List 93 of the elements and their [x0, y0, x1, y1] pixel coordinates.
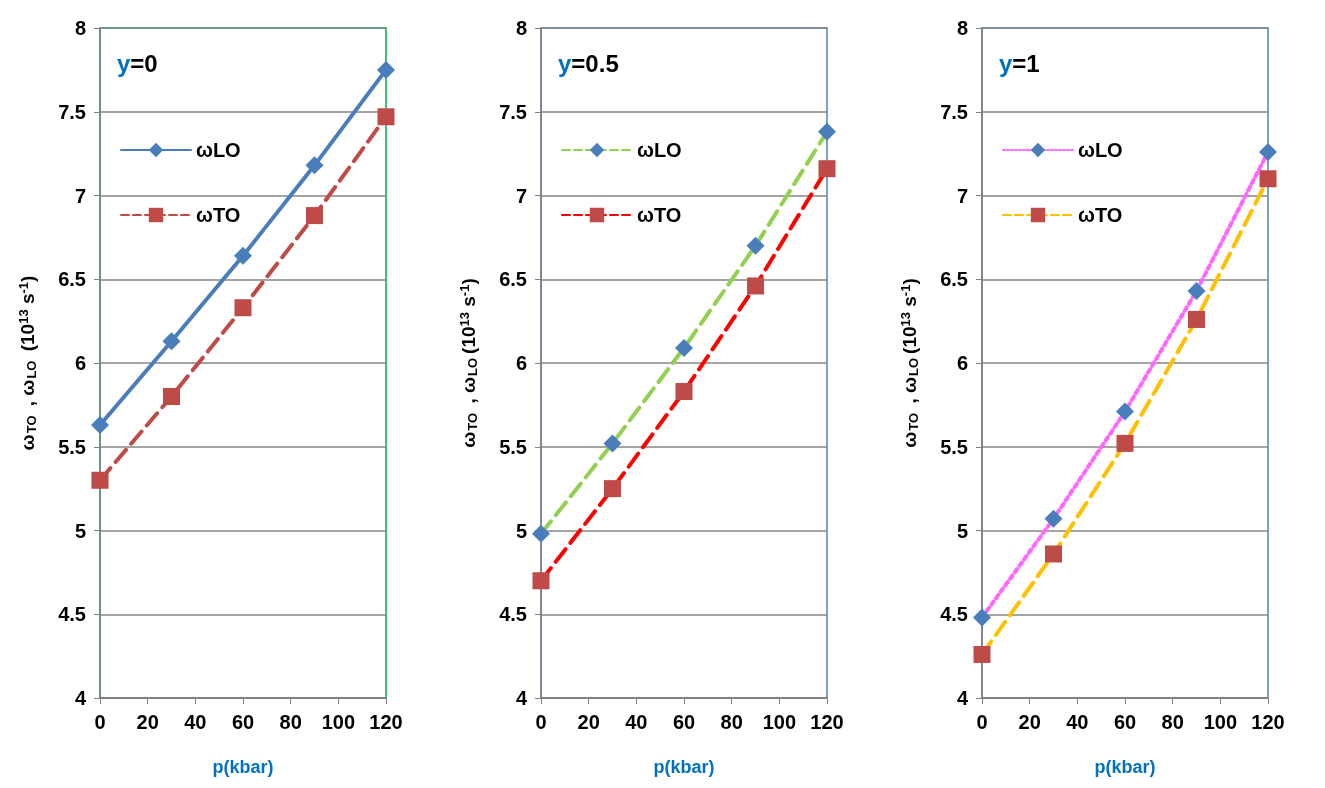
y-tick-label: 6.5: [499, 268, 527, 291]
y-tick-label: 8: [956, 17, 968, 39]
point: [377, 108, 395, 126]
text: ωTO , ωLO(1013 s-1): [457, 278, 480, 448]
x-tick-label: 100: [762, 711, 797, 733]
text: y=1: [999, 49, 1040, 77]
y-tick-label: 4: [74, 687, 87, 709]
y-tick-label: 7: [956, 184, 968, 207]
y-tick-label: 6: [515, 352, 527, 374]
y-tick-label: 5: [515, 519, 527, 542]
y-tick-label: 4.5: [499, 603, 527, 626]
y-tick-label: 7.5: [499, 100, 527, 123]
legend-label: ωTO: [1078, 204, 1123, 226]
point: [747, 277, 764, 295]
point: [675, 382, 693, 400]
x-tick-label: 0: [535, 711, 547, 733]
y-tick-label: 7.5: [58, 100, 86, 123]
text: ωTO , ωLO(1013 s-1): [898, 278, 921, 448]
x-tick-label: 20: [577, 711, 600, 733]
y-tick-label: 8: [515, 17, 527, 39]
y-tick-label: 4.5: [940, 603, 968, 626]
x-tick-label: 80: [279, 711, 302, 733]
point: [1116, 434, 1134, 452]
legend-label: ωLO: [1078, 139, 1123, 161]
y-tick-label: 6: [74, 352, 86, 374]
y-tick-label: 5: [74, 519, 86, 542]
x-tick-label: 0: [976, 711, 988, 733]
y-tick-label: 5: [956, 519, 968, 542]
legend-label: ωLO: [637, 139, 682, 161]
x-axis-title: p(kbar): [212, 757, 274, 777]
text: y=0: [117, 49, 158, 77]
y-tick-label: 4: [515, 687, 528, 709]
text: ωTO , ωLO (1013 s-1): [16, 275, 39, 451]
point: [1045, 545, 1062, 563]
x-axis-title: p(kbar): [653, 757, 715, 777]
point: [91, 471, 109, 489]
point: [746, 236, 765, 255]
point: [1044, 509, 1063, 528]
point: [604, 480, 621, 498]
point: [973, 645, 991, 663]
x-tick-label: 40: [1066, 711, 1089, 733]
x-tick-label: 80: [1161, 711, 1184, 733]
point: [1188, 310, 1205, 328]
y-tick-label: 8: [74, 17, 86, 39]
x-tick-label: 40: [184, 711, 207, 733]
point: [532, 524, 550, 543]
text: y=0.5: [558, 49, 619, 77]
point: [532, 572, 550, 590]
y-tick-label: 7.5: [940, 100, 968, 123]
y-tick-label: 7: [74, 184, 86, 207]
y-tick-label: 6: [956, 352, 968, 374]
legend-label: ωLO: [196, 139, 241, 161]
x-tick-label: 20: [1018, 711, 1041, 733]
x-tick-label: 80: [720, 711, 743, 733]
y-tick-label: 5.5: [499, 435, 527, 458]
y-tick-label: 7: [515, 184, 527, 207]
point: [162, 332, 181, 351]
point: [1259, 142, 1277, 161]
y-tick-label: 5.5: [940, 435, 968, 458]
x-tick-label: 60: [672, 711, 696, 733]
x-tick-label: 0: [94, 711, 106, 733]
point: [91, 415, 109, 434]
point: [603, 434, 622, 453]
point: [234, 299, 252, 317]
legend-label: ωTO: [196, 204, 241, 226]
point: [675, 338, 693, 357]
y-tick-label: 4.5: [58, 603, 86, 626]
point: [377, 60, 395, 79]
x-tick-label: 60: [1113, 711, 1137, 733]
y-tick-label: 4: [956, 687, 969, 709]
point: [305, 156, 324, 175]
point: [1259, 170, 1277, 188]
x-tick-label: 60: [231, 711, 255, 733]
y-tick-label: 5.5: [58, 435, 86, 458]
point: [973, 608, 991, 627]
legend-label: ωTO: [637, 204, 682, 226]
x-tick-label: 40: [625, 711, 648, 733]
x-tick-label: 20: [136, 711, 159, 733]
x-tick-label: 120: [1251, 711, 1285, 733]
point: [306, 207, 323, 225]
x-tick-label: 120: [369, 711, 403, 733]
y-tick-label: 6.5: [58, 268, 86, 291]
point: [1187, 281, 1206, 300]
point: [818, 160, 836, 178]
point: [1116, 402, 1134, 421]
point: [163, 388, 180, 405]
x-tick-label: 100: [1203, 711, 1238, 733]
point: [818, 122, 836, 141]
y-tick-label: 6.5: [940, 268, 968, 291]
point: [234, 246, 252, 265]
x-tick-label: 120: [810, 711, 844, 733]
x-tick-label: 100: [321, 711, 356, 733]
x-axis-title: p(kbar): [1094, 757, 1156, 777]
